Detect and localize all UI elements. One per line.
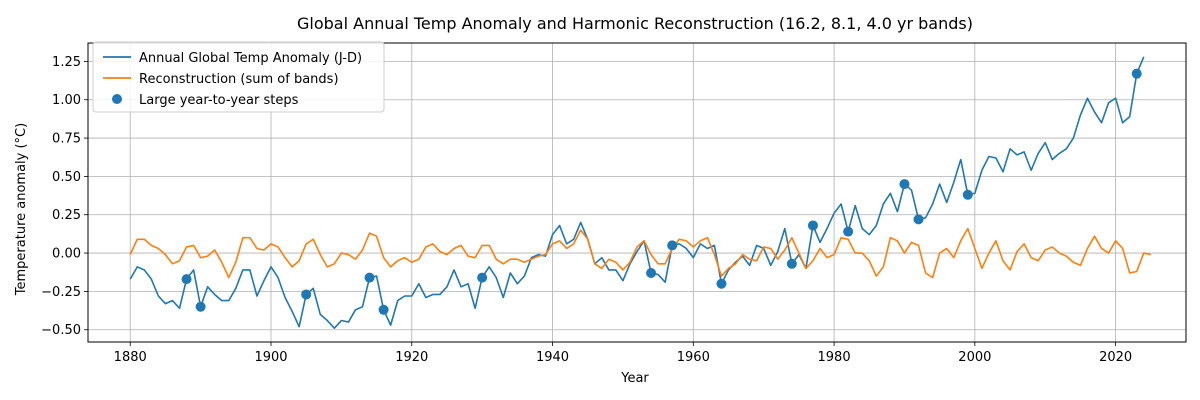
plot-frame bbox=[87, 42, 1187, 343]
step-point bbox=[477, 272, 488, 283]
x-tick-label: 2020 bbox=[1099, 350, 1132, 365]
step-point bbox=[786, 258, 797, 269]
legend-swatch-steps bbox=[112, 94, 122, 104]
legend-label-anomaly: Annual Global Temp Anomaly (J-D) bbox=[139, 51, 362, 66]
step-point bbox=[181, 274, 192, 285]
y-tick-label: 1.25 bbox=[52, 55, 81, 70]
y-tick-label: 1.00 bbox=[52, 93, 81, 108]
legend-box bbox=[92, 41, 385, 113]
anomaly-series-line bbox=[129, 56, 1145, 330]
step-point bbox=[378, 304, 389, 315]
y-tick-label: 0.50 bbox=[52, 170, 81, 185]
x-axis-ticks: 1880 1900 1920 1940 1960 1980 2000 2020 bbox=[114, 342, 1132, 365]
x-tick-label: 1960 bbox=[677, 350, 710, 365]
y-axis-ticks: −0.50 −0.25 0.00 0.25 0.50 0.75 1.00 1.25 bbox=[41, 55, 88, 338]
step-point bbox=[899, 179, 910, 190]
y-tick-label: −0.25 bbox=[41, 285, 81, 300]
x-axis-label: Year bbox=[620, 371, 649, 386]
step-point bbox=[646, 268, 657, 278]
reconstruction-series-line bbox=[129, 227, 1151, 279]
y-axis-label: Temperature anomaly (°C) bbox=[14, 123, 29, 296]
x-tick-label: 1920 bbox=[395, 350, 428, 365]
series-layer bbox=[129, 56, 1151, 330]
y-tick-label: 0.25 bbox=[52, 208, 81, 223]
step-point bbox=[364, 272, 375, 283]
x-tick-label: 1940 bbox=[536, 350, 569, 365]
x-tick-label: 1880 bbox=[114, 350, 147, 365]
y-tick-label: 0.00 bbox=[52, 247, 81, 262]
step-point bbox=[962, 189, 973, 200]
step-point bbox=[1131, 68, 1142, 79]
legend: Annual Global Temp Anomaly (J-D) Reconst… bbox=[92, 41, 385, 113]
step-point bbox=[667, 240, 678, 251]
legend-label-reconstruction: Reconstruction (sum of bands) bbox=[139, 72, 339, 87]
legend-label-steps: Large year-to-year steps bbox=[139, 93, 299, 108]
step-point bbox=[195, 301, 206, 312]
step-point bbox=[807, 220, 818, 231]
y-tick-label: 0.75 bbox=[52, 132, 81, 147]
step-point bbox=[301, 289, 312, 300]
chart-title: Global Annual Temp Anomaly and Harmonic … bbox=[297, 14, 973, 33]
grid bbox=[88, 43, 1186, 342]
step-point bbox=[716, 278, 727, 289]
step-point bbox=[913, 214, 924, 225]
x-tick-label: 1980 bbox=[818, 350, 851, 365]
step-point bbox=[843, 226, 854, 237]
x-tick-label: 1900 bbox=[254, 350, 287, 365]
x-tick-label: 2000 bbox=[958, 350, 991, 365]
y-tick-label: −0.50 bbox=[41, 323, 81, 338]
